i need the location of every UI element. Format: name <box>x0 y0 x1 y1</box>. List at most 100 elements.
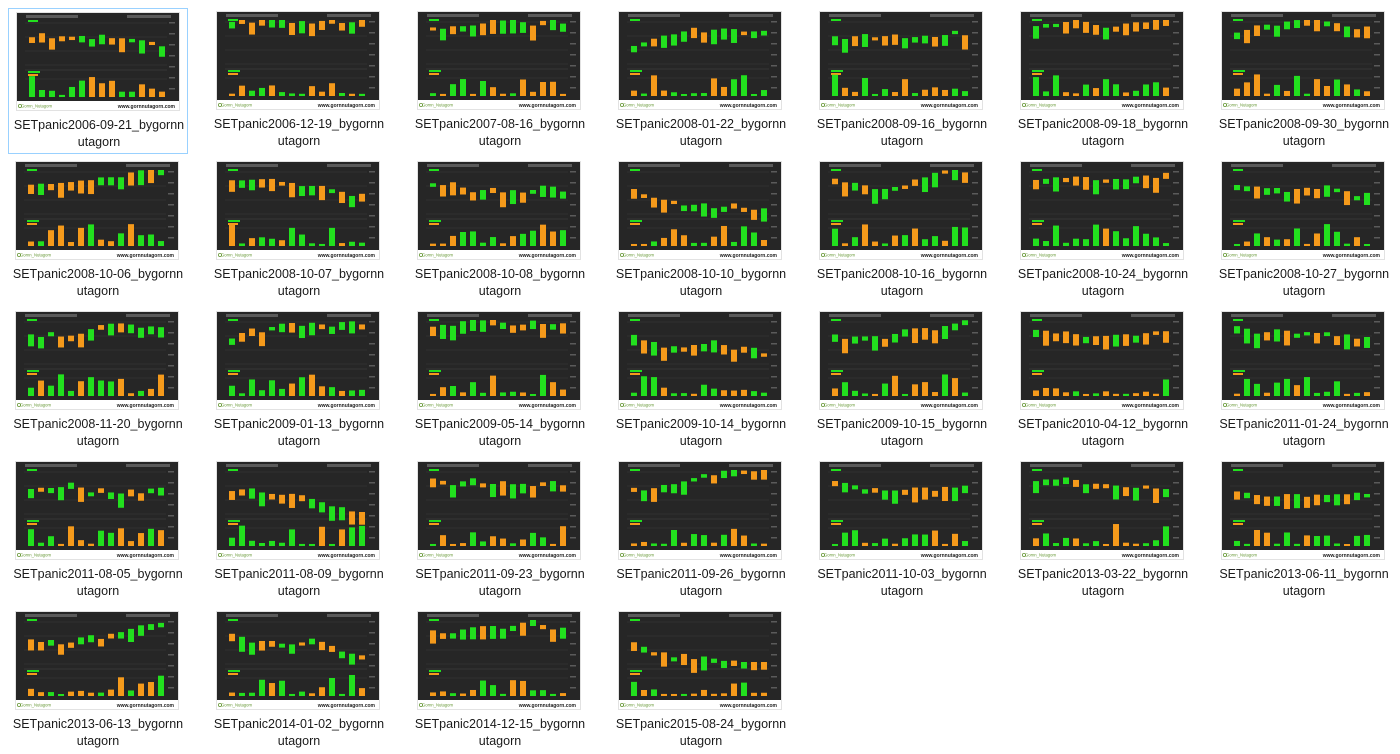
file-item[interactable]: Gornn_Nutagorn www.gornnutagorn.com SETpan… <box>1013 158 1193 304</box>
file-item[interactable]: Gornn_Nutagorn www.gornnutagorn.com SETpan… <box>410 608 590 754</box>
chart-thumbnail-image: Gornn_Nutagorn www.gornnutagorn.com <box>820 312 982 409</box>
file-thumbnail[interactable]: Gornn_Nutagorn www.gornnutagorn.com <box>217 462 379 559</box>
file-thumbnail[interactable]: Gornn_Nutagorn www.gornnutagorn.com <box>1021 462 1183 559</box>
volume-bar <box>751 391 757 396</box>
file-item[interactable]: Gornn_Nutagorn www.gornnutagorn.com SETpan… <box>209 608 389 754</box>
volume-bar <box>1093 224 1099 246</box>
volume-bar <box>1053 75 1059 96</box>
file-item[interactable]: Gornn_Nutagorn www.gornnutagorn.com SETpan… <box>209 458 389 604</box>
axis-tick-label <box>570 54 576 56</box>
file-item[interactable]: Gornn_Nutagorn www.gornnutagorn.com SETpan… <box>410 308 590 454</box>
file-thumbnail[interactable]: Gornn_Nutagorn www.gornnutagorn.com <box>16 312 178 409</box>
file-thumbnail[interactable]: Gornn_Nutagorn www.gornnutagorn.com <box>619 162 781 259</box>
volume-bar <box>339 693 345 696</box>
volume-bar <box>289 227 295 246</box>
file-item[interactable]: Gornn_Nutagorn www.gornnutagorn.com SETpan… <box>410 458 590 604</box>
file-thumbnail[interactable]: Gornn_Nutagorn www.gornnutagorn.com <box>16 462 178 559</box>
file-thumbnail[interactable]: Gornn_Nutagorn www.gornnutagorn.com <box>1222 12 1384 109</box>
file-thumbnail[interactable]: Gornn_Nutagorn www.gornnutagorn.com <box>418 612 580 709</box>
price-candle <box>852 182 858 191</box>
file-thumbnail[interactable]: Gornn_Nutagorn www.gornnutagorn.com <box>418 462 580 559</box>
file-thumbnail[interactable]: Gornn_Nutagorn www.gornnutagorn.com <box>16 612 178 709</box>
file-item[interactable]: Gornn_Nutagorn www.gornnutagorn.com SETpan… <box>209 8 389 154</box>
axis-tick-label <box>771 21 777 23</box>
volume-bar <box>1163 243 1169 246</box>
volume-bar <box>500 693 506 696</box>
file-name-label: SETpanic2010-04-12_bygornn utagorn <box>1013 416 1193 450</box>
file-item[interactable]: Gornn_Nutagorn www.gornnutagorn.com SETpan… <box>611 608 791 754</box>
file-thumbnail[interactable]: Gornn_Nutagorn www.gornnutagorn.com <box>619 612 781 709</box>
file-item[interactable]: Gornn_Nutagorn www.gornnutagorn.com SETpan… <box>8 158 188 304</box>
file-item[interactable]: Gornn_Nutagorn www.gornnutagorn.com SETpan… <box>8 608 188 754</box>
file-thumbnail[interactable]: Gornn_Nutagorn www.gornnutagorn.com <box>1222 312 1384 409</box>
volume-bar <box>28 387 34 396</box>
file-thumbnail[interactable]: Gornn_Nutagorn www.gornnutagorn.com <box>1021 162 1183 259</box>
price-candle <box>48 332 54 337</box>
file-item[interactable]: Gornn_Nutagorn www.gornnutagorn.com SETpan… <box>8 458 188 604</box>
file-item[interactable]: Gornn_Nutagorn www.gornnutagorn.com SETpan… <box>410 158 590 304</box>
file-thumbnail[interactable]: Gornn_Nutagorn www.gornnutagorn.com <box>1222 462 1384 559</box>
file-item[interactable]: Gornn_Nutagorn www.gornnutagorn.com SETpan… <box>611 158 791 304</box>
file-name-label: SETpanic2006-12-19_bygornn utagorn <box>209 116 389 150</box>
file-thumbnail[interactable]: Gornn_Nutagorn www.gornnutagorn.com <box>1222 162 1384 259</box>
legend-tag <box>1233 169 1243 171</box>
file-name-line1: SETpanic2011-10-03_bygornn <box>817 567 987 581</box>
file-item[interactable]: Gornn_Nutagorn www.gornnutagorn.com SETpan… <box>1013 8 1193 154</box>
file-thumbnail[interactable]: Gornn_Nutagorn www.gornnutagorn.com <box>217 612 379 709</box>
file-thumbnail[interactable]: Gornn_Nutagorn www.gornnutagorn.com <box>820 312 982 409</box>
file-thumbnail[interactable]: Gornn_Nutagorn www.gornnutagorn.com <box>1021 312 1183 409</box>
volume-bar <box>118 677 124 696</box>
price-candle <box>681 347 687 352</box>
file-thumbnail[interactable]: Gornn_Nutagorn www.gornnutagorn.com <box>820 462 982 559</box>
file-thumbnail[interactable]: Gornn_Nutagorn www.gornnutagorn.com <box>217 312 379 409</box>
file-thumbnail[interactable]: Gornn_Nutagorn www.gornnutagorn.com <box>820 162 982 259</box>
file-item[interactable]: Gornn_Nutagorn www.gornnutagorn.com SETpan… <box>812 8 992 154</box>
file-thumbnail[interactable]: Gornn_Nutagorn www.gornnutagorn.com <box>17 13 179 110</box>
file-item[interactable]: Gornn_Nutagorn www.gornnutagorn.com SETpan… <box>209 308 389 454</box>
volume-bar <box>560 526 566 546</box>
website-text: www.gornnutagorn.com <box>920 553 979 559</box>
file-item[interactable]: Gornn_Nutagorn www.gornnutagorn.com SETpan… <box>1214 458 1394 604</box>
file-thumbnail[interactable]: Gornn_Nutagorn www.gornnutagorn.com <box>418 162 580 259</box>
file-item[interactable]: Gornn_Nutagorn www.gornnutagorn.com SETpan… <box>1214 308 1394 454</box>
file-name-label: SETpanic2008-10-06_bygornn utagorn <box>8 266 188 300</box>
file-thumbnail[interactable]: Gornn_Nutagorn www.gornnutagorn.com <box>619 462 781 559</box>
axis-tick-label <box>1173 493 1179 495</box>
axis-tick-label <box>972 321 978 323</box>
file-thumbnail[interactable]: Gornn_Nutagorn www.gornnutagorn.com <box>418 12 580 109</box>
legend-tag <box>429 469 439 471</box>
file-thumbnail[interactable]: Gornn_Nutagorn www.gornnutagorn.com <box>1021 12 1183 109</box>
volume-bar <box>279 388 285 396</box>
file-item[interactable]: Gornn_Nutagorn www.gornnutagorn.com SETpan… <box>8 8 188 154</box>
file-thumbnail[interactable]: Gornn_Nutagorn www.gornnutagorn.com <box>619 12 781 109</box>
file-name-line1: SETpanic2008-10-06_bygornn <box>12 267 184 281</box>
file-item[interactable]: Gornn_Nutagorn www.gornnutagorn.com SETpan… <box>1013 458 1193 604</box>
file-item[interactable]: Gornn_Nutagorn www.gornnutagorn.com SETpan… <box>1013 308 1193 454</box>
price-candle <box>1334 494 1340 506</box>
volume-bar <box>138 683 144 696</box>
file-thumbnail[interactable]: Gornn_Nutagorn www.gornnutagorn.com <box>418 312 580 409</box>
file-item[interactable]: Gornn_Nutagorn www.gornnutagorn.com SETpan… <box>812 308 992 454</box>
file-thumbnail[interactable]: Gornn_Nutagorn www.gornnutagorn.com <box>217 162 379 259</box>
file-item[interactable]: Gornn_Nutagorn www.gornnutagorn.com SETpan… <box>209 158 389 304</box>
file-thumbnail[interactable]: Gornn_Nutagorn www.gornnutagorn.com <box>217 12 379 109</box>
price-candle <box>721 28 727 40</box>
volume-bar <box>892 92 898 96</box>
file-item[interactable]: Gornn_Nutagorn www.gornnutagorn.com SETpan… <box>410 8 590 154</box>
volume-bar <box>98 239 104 246</box>
file-item[interactable]: Gornn_Nutagorn www.gornnutagorn.com SETpan… <box>611 308 791 454</box>
file-thumbnail[interactable]: Gornn_Nutagorn www.gornnutagorn.com <box>820 12 982 109</box>
file-thumbnail[interactable]: Gornn_Nutagorn www.gornnutagorn.com <box>16 162 178 259</box>
file-item[interactable]: Gornn_Nutagorn www.gornnutagorn.com SETpan… <box>611 8 791 154</box>
file-item[interactable]: Gornn_Nutagorn www.gornnutagorn.com SETpan… <box>1214 8 1394 154</box>
file-item[interactable]: Gornn_Nutagorn www.gornnutagorn.com SETpan… <box>812 458 992 604</box>
chart-thumbnail-image: Gornn_Nutagorn www.gornnutagorn.com <box>1222 12 1384 109</box>
price-candle <box>38 183 44 195</box>
file-item[interactable]: Gornn_Nutagorn www.gornnutagorn.com SETpan… <box>1214 158 1394 304</box>
file-item[interactable]: Gornn_Nutagorn www.gornnutagorn.com SETpan… <box>611 458 791 604</box>
chart-thumbnail-image: Gornn_Nutagorn www.gornnutagorn.com <box>217 312 379 409</box>
logo-icon <box>820 553 826 558</box>
file-thumbnail[interactable]: Gornn_Nutagorn www.gornnutagorn.com <box>619 312 781 409</box>
file-item[interactable]: Gornn_Nutagorn www.gornnutagorn.com SETpan… <box>8 308 188 454</box>
file-item[interactable]: Gornn_Nutagorn www.gornnutagorn.com SETpan… <box>812 158 992 304</box>
